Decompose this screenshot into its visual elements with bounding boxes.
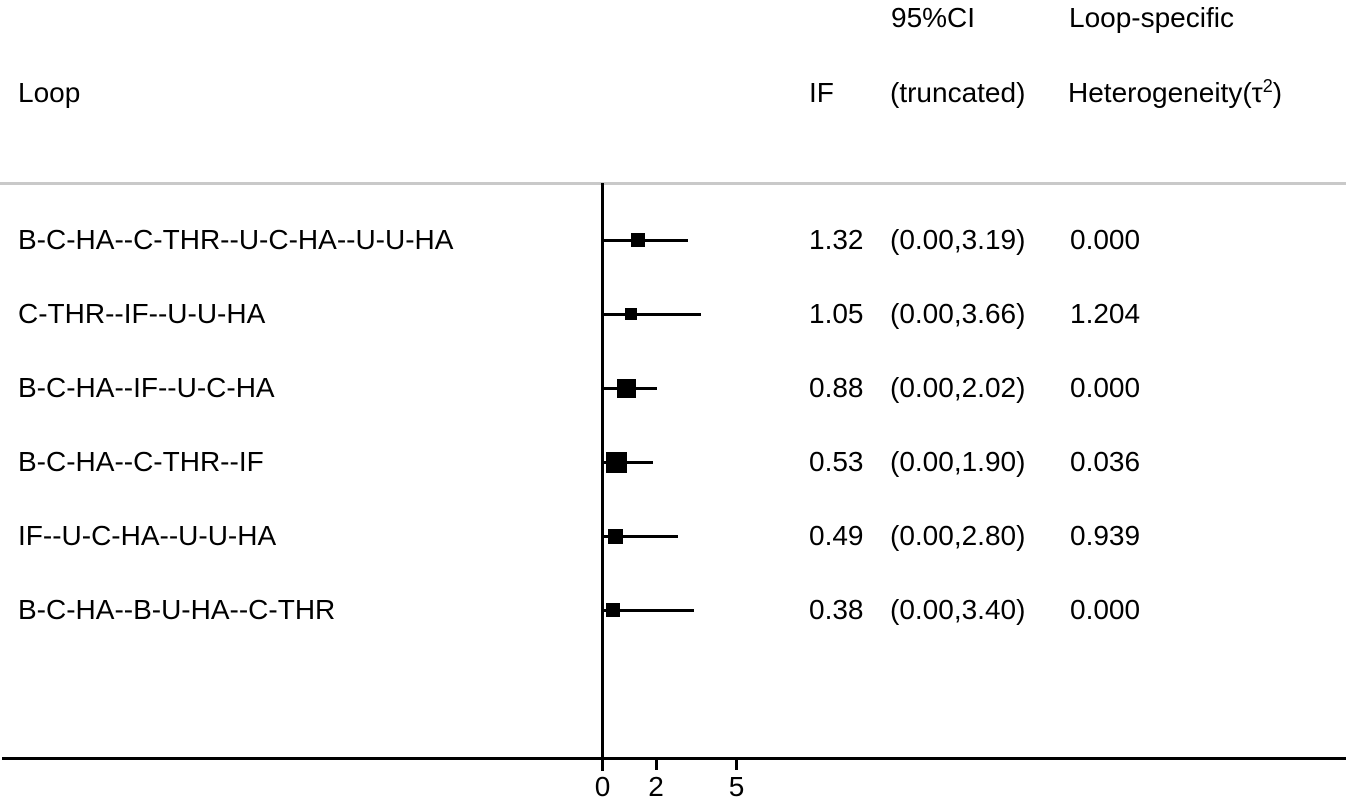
ci-line <box>601 460 654 464</box>
x-axis-line <box>2 757 1346 760</box>
column-header-heterogeneity-line1: Loop-specific <box>1069 2 1234 33</box>
effect-marker <box>624 308 637 320</box>
loop-label: IF--U-C-HA--U-U-HA <box>18 520 277 551</box>
column-header-ci-line2: (truncated) <box>890 77 1026 108</box>
loop-label: B-C-HA--C-THR--IF <box>18 446 264 477</box>
x-axis-tick <box>654 759 658 770</box>
tau2-value: 0.036 <box>1070 446 1141 477</box>
x-axis-tick-label: 2 <box>648 771 664 802</box>
ci-value: (0.00,1.90) <box>890 446 1026 477</box>
if-value: 1.32 <box>809 224 864 255</box>
if-value: 0.53 <box>809 446 864 477</box>
column-header-ci-line1: 95%CI <box>891 2 976 33</box>
tau2-value: 0.000 <box>1070 594 1141 625</box>
if-value: 0.88 <box>809 372 864 403</box>
tau-squared-superscript: 2 <box>1262 76 1273 96</box>
tau2-value: 0.939 <box>1070 520 1141 551</box>
tau2-value: 1.204 <box>1070 298 1141 329</box>
ci-value: (0.00,3.40) <box>890 594 1026 625</box>
effect-marker <box>616 378 636 398</box>
if-value: 0.49 <box>809 520 864 551</box>
ci-value: (0.00,2.02) <box>890 372 1026 403</box>
loop-label: B-C-HA--C-THR--U-C-HA--U-U-HA <box>18 224 454 255</box>
loop-label: B-C-HA--IF--U-C-HA <box>18 372 275 403</box>
effect-marker <box>608 528 624 544</box>
if-value: 1.05 <box>809 298 864 329</box>
ci-line <box>601 312 701 316</box>
zero-reference-line <box>601 183 604 771</box>
header-separator-line <box>0 182 1346 185</box>
x-axis-tick-label: 5 <box>728 771 745 802</box>
tau2-value: 0.000 <box>1070 224 1141 255</box>
x-axis-tick <box>735 759 738 770</box>
ci-line <box>601 534 678 538</box>
x-axis-tick-label: 0 <box>594 771 611 802</box>
loop-label: C-THR--IF--U-U-HA <box>18 298 266 329</box>
ci-value: (0.00,2.80) <box>890 520 1026 551</box>
effect-marker <box>606 451 628 473</box>
effect-marker <box>630 233 645 247</box>
if-value: 0.38 <box>809 594 864 625</box>
heterogeneity-label-text: Heterogeneity(τ <box>1068 77 1263 108</box>
tau2-value: 0.000 <box>1070 372 1141 403</box>
effect-marker <box>605 603 620 617</box>
ci-value: (0.00,3.66) <box>890 298 1026 329</box>
ci-value: (0.00,3.19) <box>890 224 1026 255</box>
column-header-heterogeneity-line2: Heterogeneity(τ2) <box>1068 77 1282 109</box>
column-header-loop: Loop <box>18 77 81 108</box>
ci-line <box>601 608 694 612</box>
heterogeneity-label-close-paren: ) <box>1272 77 1283 108</box>
loop-label: B-C-HA--B-U-HA--C-THR <box>18 594 336 625</box>
column-header-if: IF <box>809 77 834 108</box>
